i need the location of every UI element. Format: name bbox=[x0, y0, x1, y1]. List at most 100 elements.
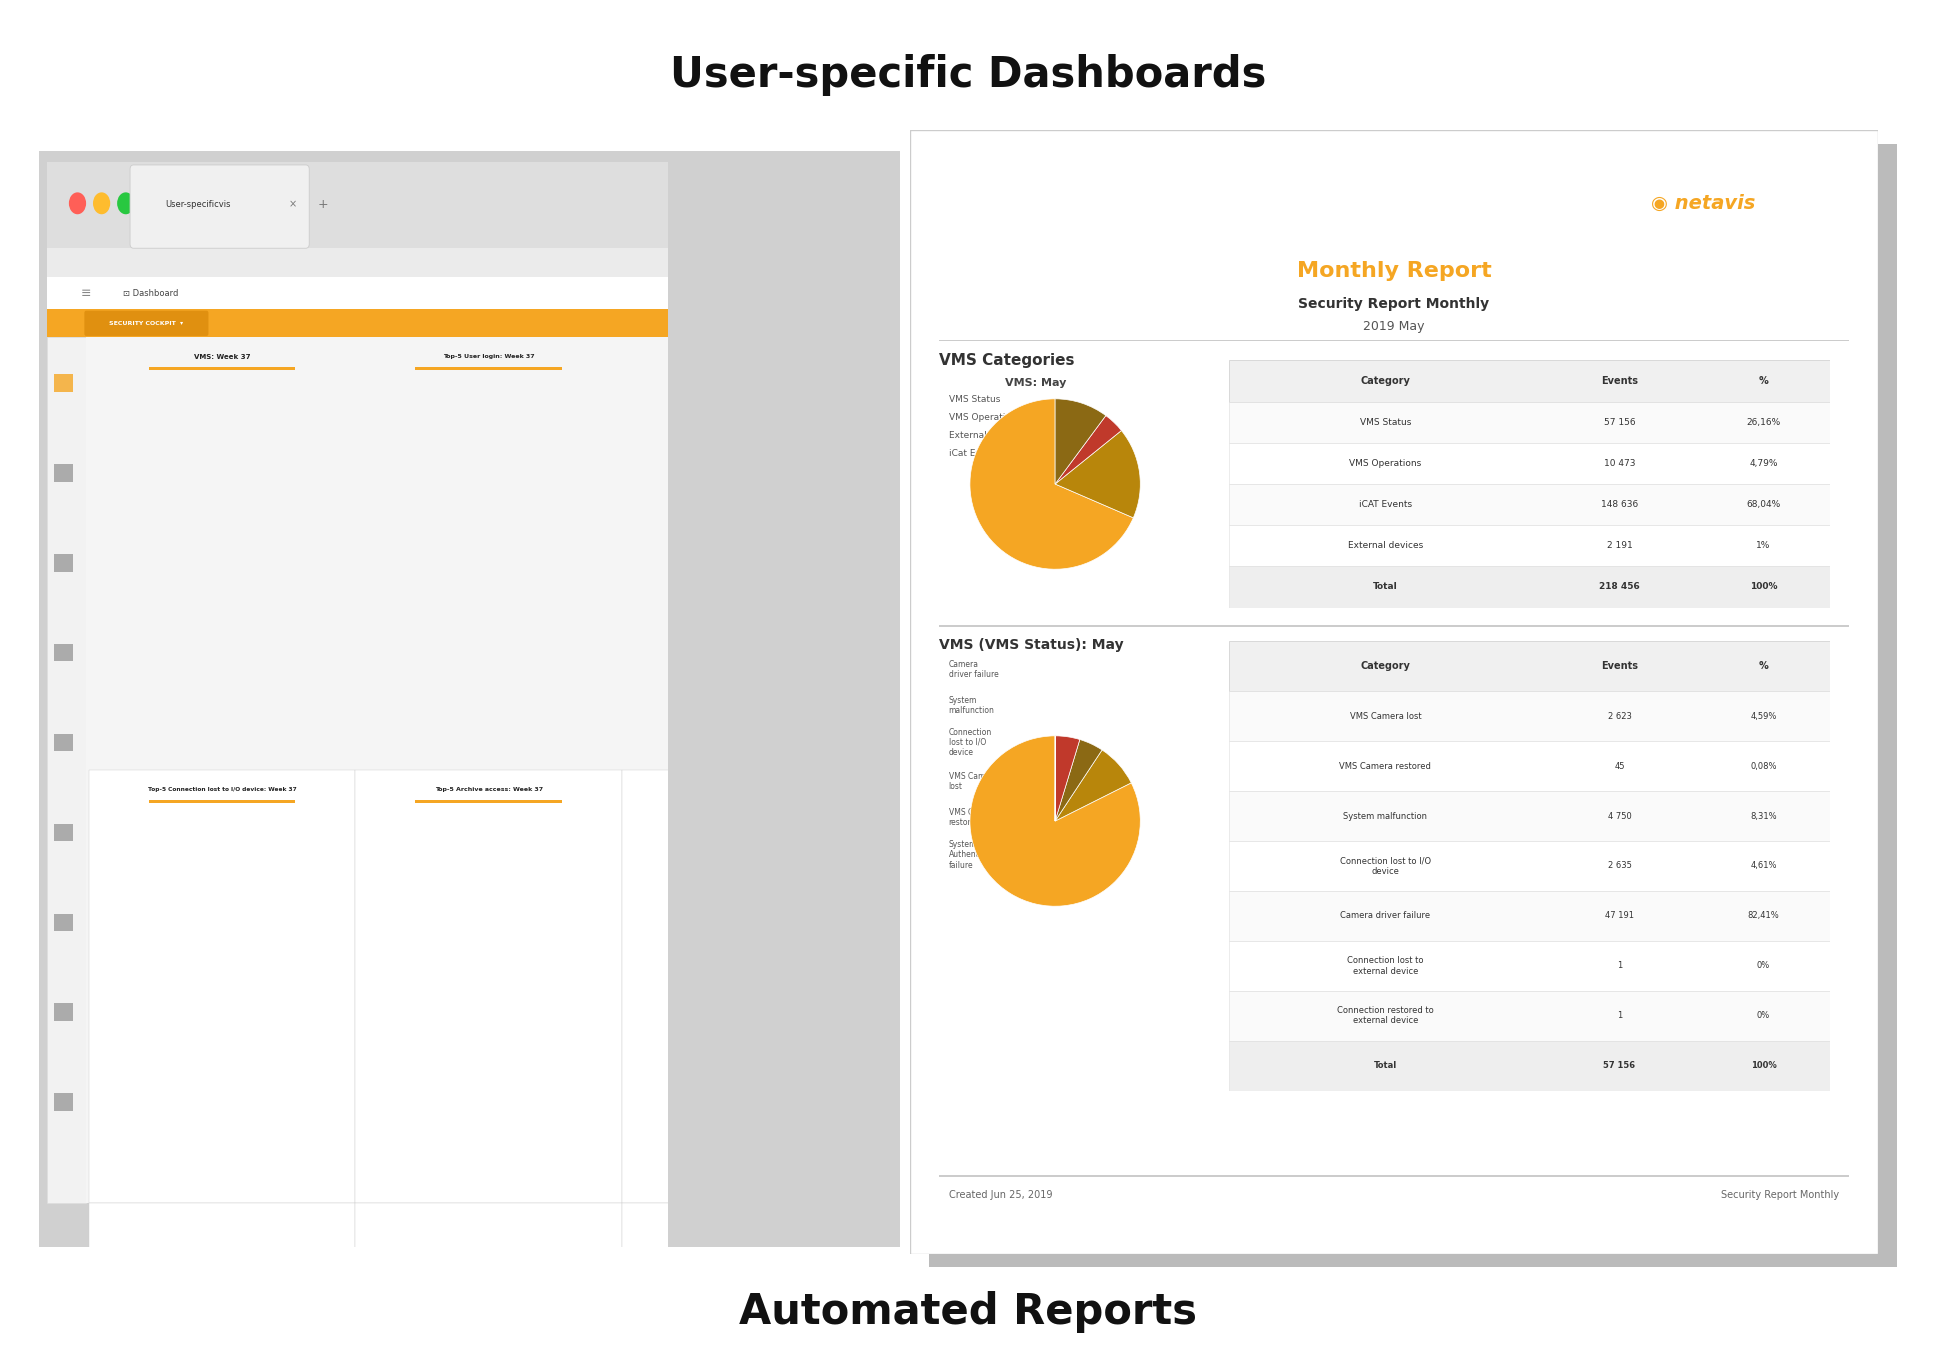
Bar bbox=[149, 367, 296, 370]
Bar bbox=[137, 1092, 248, 1123]
Text: Top-5 Archi: Top-5 Archi bbox=[734, 786, 778, 793]
Bar bbox=[689, 595, 840, 627]
Text: ≡: ≡ bbox=[81, 286, 91, 300]
Text: 218 456: 218 456 bbox=[1599, 582, 1640, 592]
Bar bbox=[46, 308, 892, 337]
Bar bbox=[1229, 991, 1830, 1041]
Bar bbox=[681, 367, 829, 370]
Bar bbox=[1229, 941, 1830, 991]
Wedge shape bbox=[223, 506, 318, 603]
Wedge shape bbox=[1055, 749, 1131, 821]
Wedge shape bbox=[1055, 415, 1121, 484]
Bar bbox=[1229, 890, 1830, 941]
Text: 4,79%: 4,79% bbox=[1750, 459, 1777, 469]
Text: VMS Camera restored: VMS Camera restored bbox=[1340, 762, 1431, 770]
Wedge shape bbox=[1055, 736, 1080, 821]
Text: Connection
lost to I/O
device: Connection lost to I/O device bbox=[949, 727, 991, 758]
Text: User-specific Dashboards: User-specific Dashboards bbox=[670, 55, 1266, 96]
Text: Category: Category bbox=[1361, 662, 1409, 671]
Text: 2 191: 2 191 bbox=[1607, 541, 1632, 551]
Bar bbox=[46, 162, 892, 249]
Text: Connection lost to I/O
device: Connection lost to I/O device bbox=[1340, 856, 1431, 875]
Bar bbox=[403, 964, 532, 996]
Circle shape bbox=[70, 192, 85, 214]
Text: System
Authentication
failure: System Authentication failure bbox=[949, 840, 1005, 870]
Text: VMS Camera
restored: VMS Camera restored bbox=[949, 808, 997, 827]
Bar bbox=[54, 1003, 74, 1021]
Text: ◉ netavis: ◉ netavis bbox=[1651, 193, 1756, 212]
Text: External
devices:
(4,02%): External devices: (4,02%) bbox=[58, 484, 79, 500]
Text: 100%: 100% bbox=[1750, 582, 1777, 592]
Bar bbox=[1229, 566, 1830, 608]
Bar bbox=[1229, 692, 1830, 741]
Bar bbox=[46, 277, 892, 310]
Text: 47 191: 47 191 bbox=[1605, 911, 1634, 921]
X-axis label: Values: Values bbox=[232, 1156, 248, 1162]
Bar bbox=[54, 464, 74, 482]
Text: 4,59%: 4,59% bbox=[1750, 711, 1777, 721]
FancyBboxPatch shape bbox=[130, 164, 310, 248]
Text: VMS Status:
(10,08%): VMS Status: (10,08%) bbox=[275, 463, 304, 474]
Text: iCAT Events: iCAT Events bbox=[1359, 500, 1411, 510]
Bar bbox=[689, 964, 838, 996]
Bar bbox=[689, 1092, 796, 1123]
Bar bbox=[356, 1203, 621, 1370]
Text: ⊡ Dashboard: ⊡ Dashboard bbox=[124, 289, 178, 297]
Wedge shape bbox=[1055, 740, 1102, 821]
Bar bbox=[939, 625, 1849, 626]
Bar bbox=[54, 553, 74, 571]
Bar bbox=[403, 1028, 529, 1060]
Text: Security Report Monthly: Security Report Monthly bbox=[1721, 1191, 1839, 1200]
Bar bbox=[46, 248, 892, 277]
Bar bbox=[1229, 360, 1830, 401]
Bar bbox=[689, 532, 850, 563]
X-axis label: Values: Values bbox=[499, 1156, 515, 1162]
Bar bbox=[1229, 525, 1830, 566]
Text: 1%: 1% bbox=[1756, 541, 1771, 551]
Text: iCat Events: iCat Events bbox=[949, 449, 1001, 458]
Text: 1: 1 bbox=[1617, 1011, 1622, 1021]
Wedge shape bbox=[970, 736, 1140, 906]
Bar bbox=[137, 836, 296, 869]
Text: 26,16%: 26,16% bbox=[1746, 418, 1781, 426]
Text: Monthly Report: Monthly Report bbox=[1297, 260, 1491, 281]
Text: VMS (VMS Status): May: VMS (VMS Status): May bbox=[939, 637, 1123, 652]
Text: Connection restored to
external device: Connection restored to external device bbox=[1338, 1006, 1435, 1026]
Text: System
malfunction: System malfunction bbox=[949, 696, 995, 715]
Bar bbox=[89, 770, 356, 1203]
Text: 4 750: 4 750 bbox=[1607, 811, 1632, 821]
FancyBboxPatch shape bbox=[85, 311, 209, 336]
Text: VMS Status: VMS Status bbox=[1359, 418, 1411, 426]
FancyBboxPatch shape bbox=[31, 142, 908, 1255]
Text: 57 156: 57 156 bbox=[1603, 418, 1636, 426]
Text: 0%: 0% bbox=[1756, 962, 1770, 970]
Text: Security Report Monthly: Security Report Monthly bbox=[1299, 297, 1489, 311]
Wedge shape bbox=[1055, 399, 1105, 484]
Text: Total: Total bbox=[1375, 1062, 1398, 1070]
Text: 0%: 0% bbox=[1756, 1011, 1770, 1021]
Bar bbox=[137, 1028, 265, 1060]
Text: VMS: Week 37: VMS: Week 37 bbox=[194, 353, 250, 360]
Text: 2 635: 2 635 bbox=[1607, 862, 1632, 870]
Text: VMS Camera
lost: VMS Camera lost bbox=[949, 773, 997, 792]
Bar bbox=[416, 800, 561, 803]
Bar bbox=[939, 1175, 1849, 1177]
Bar bbox=[1229, 401, 1830, 443]
Text: Automated Reports: Automated Reports bbox=[740, 1291, 1196, 1333]
Bar bbox=[149, 800, 296, 803]
Bar bbox=[416, 367, 561, 370]
Wedge shape bbox=[1055, 430, 1140, 518]
Text: 2019 May: 2019 May bbox=[1363, 321, 1425, 333]
Text: iCat Events:
(68,41%): iCat Events: (68,41%) bbox=[130, 684, 161, 695]
Bar bbox=[1229, 1041, 1830, 1091]
Wedge shape bbox=[223, 469, 281, 564]
Text: ◉ netavis: ◉ netavis bbox=[772, 289, 821, 297]
Bar bbox=[46, 337, 85, 1203]
Bar bbox=[85, 337, 892, 1203]
Bar bbox=[689, 659, 832, 690]
Bar bbox=[403, 403, 573, 436]
Bar bbox=[54, 374, 74, 392]
Wedge shape bbox=[970, 399, 1133, 569]
Text: Top-5 Connection lost to I/O device: Week 37: Top-5 Connection lost to I/O device: Wee… bbox=[147, 788, 296, 792]
Text: VMS Operations: VMS Operations bbox=[949, 412, 1020, 422]
